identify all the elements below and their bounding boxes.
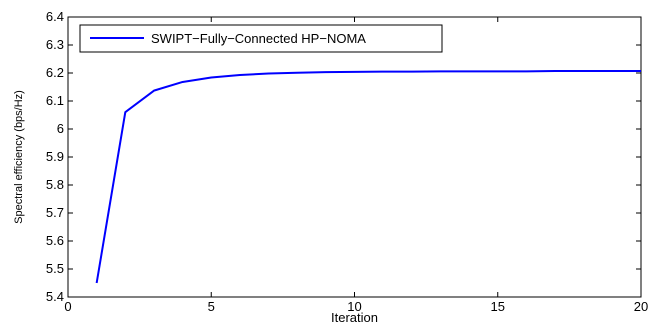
- plot-frame: [67, 16, 642, 298]
- y-tick-label: 6.1: [46, 93, 64, 108]
- y-axis-label: Spectral efficiency (bps/Hz): [13, 90, 25, 224]
- x-axis: 0 5 10 15 20: [64, 17, 648, 314]
- series-line: [95, 70, 641, 284]
- y-tick-label: 6.4: [46, 9, 64, 24]
- y-tick-label: 6.2: [46, 65, 64, 80]
- legend-label: SWIPT−Fully−Connected HP−NOMA: [151, 31, 366, 46]
- legend: SWIPT−Fully−Connected HP−NOMA: [79, 24, 443, 53]
- x-tick-label: 10: [347, 299, 361, 314]
- series-layer: [95, 70, 641, 284]
- x-axis-label: Iteration: [331, 310, 378, 324]
- y-tick-label: 5.9: [46, 149, 64, 164]
- x-tick-label: 20: [634, 299, 648, 314]
- y-tick-label: 5.6: [46, 233, 64, 248]
- y-tick-label: 5.5: [46, 261, 64, 276]
- plot-border: [67, 16, 642, 298]
- x-tick-label: 5: [208, 299, 215, 314]
- y-tick-label: 5.7: [46, 205, 64, 220]
- legend-box: [79, 24, 443, 53]
- y-axis: 5.4 5.5 5.6 5.7 5.8 5.9 6 6.1 6.2 6.3 6.4: [46, 9, 641, 304]
- x-tick-label: 15: [491, 299, 505, 314]
- y-tick-label: 6.3: [46, 37, 64, 52]
- y-tick-label: 5.4: [46, 289, 64, 304]
- x-tick-label: 0: [64, 299, 71, 314]
- y-tick-label: 6: [57, 121, 64, 136]
- y-tick-label: 5.8: [46, 177, 64, 192]
